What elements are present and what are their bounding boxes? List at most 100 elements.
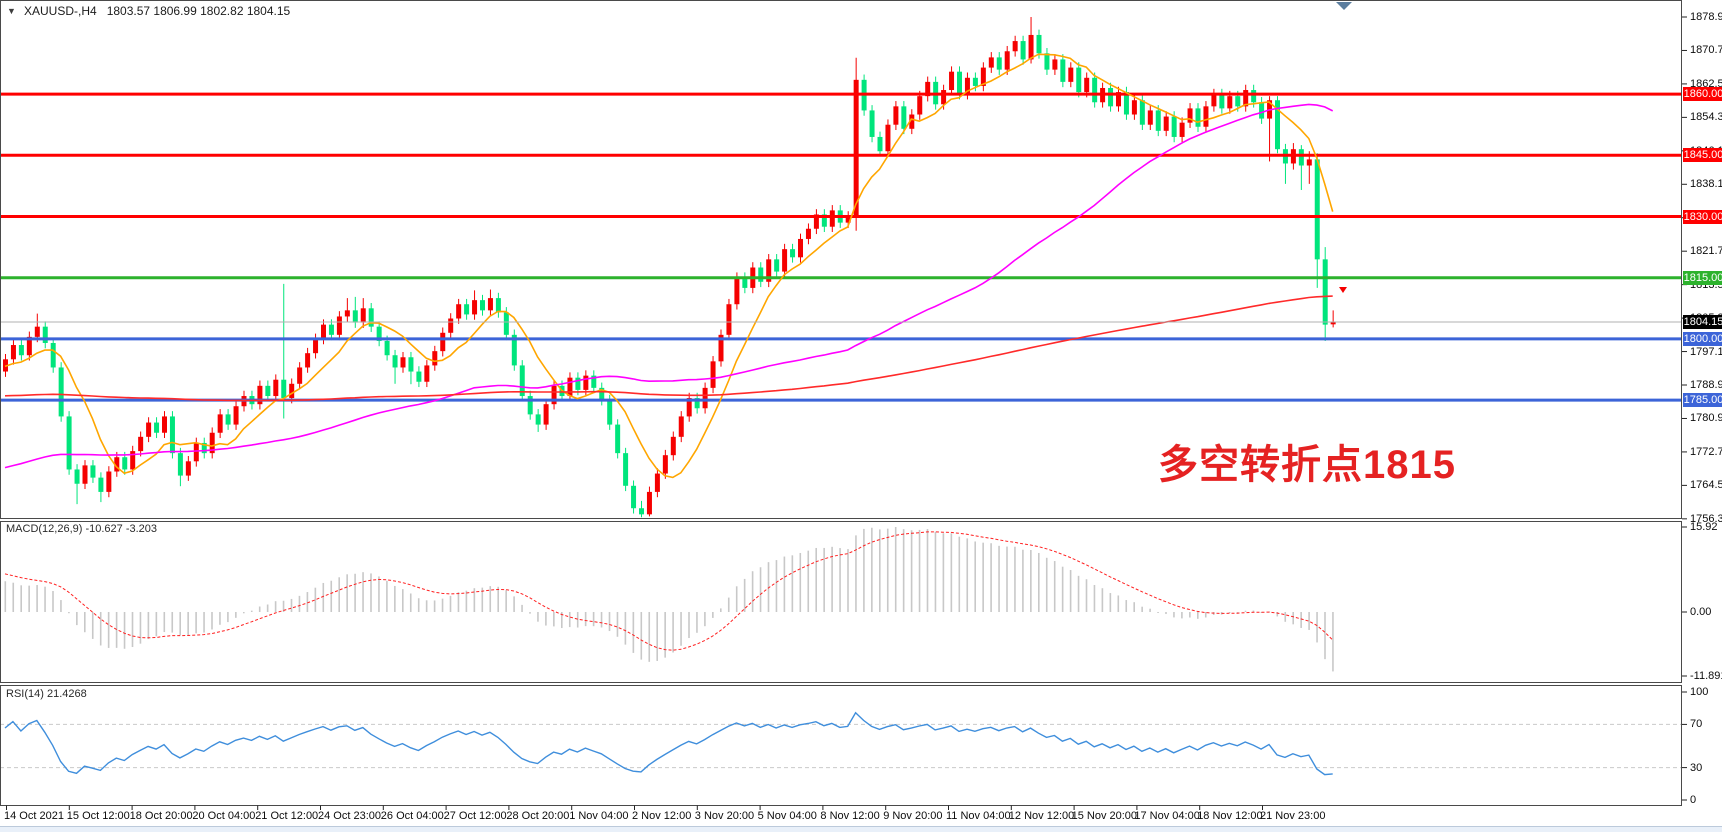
panel-borders xyxy=(0,0,1682,806)
symbol-dropdown-icon[interactable]: ▼ xyxy=(7,6,16,16)
macd-histogram-bar xyxy=(966,538,969,612)
candle-bull xyxy=(885,124,891,152)
panel-separator-macd[interactable] xyxy=(0,517,1682,523)
candle-bull xyxy=(321,324,326,339)
macd-histogram-bar xyxy=(584,612,587,627)
candle-bull xyxy=(805,228,811,239)
candle-bull xyxy=(949,71,955,91)
candle-bull xyxy=(1052,59,1058,70)
macd-histogram-bar xyxy=(696,612,698,633)
candle-bear xyxy=(1171,116,1177,137)
candle-bull xyxy=(130,451,136,470)
time-axis-label: 24 Oct 23:00 xyxy=(318,810,381,822)
candle-bear xyxy=(464,304,470,315)
macd-histogram-bar xyxy=(258,606,261,612)
macd-histogram-bar xyxy=(1053,561,1056,612)
macd-signal-line xyxy=(4,531,1334,651)
rsi-line xyxy=(4,711,1333,776)
candle-bull xyxy=(193,442,199,462)
macd-histogram-bar xyxy=(1093,584,1096,612)
candle-bear xyxy=(758,267,764,282)
macd-histogram-bar xyxy=(672,612,674,653)
candle-bear xyxy=(742,277,748,288)
macd-histogram-bar xyxy=(370,573,372,612)
macd-histogram-bar xyxy=(751,571,754,612)
candle-bear xyxy=(265,385,271,397)
main-chart-area[interactable] xyxy=(0,17,1682,518)
candle-bear xyxy=(1060,59,1066,82)
candle-bear xyxy=(154,422,160,433)
ma-fast-line xyxy=(4,53,1334,479)
axis-tick-marks xyxy=(6,16,1687,810)
macd-histogram-bar xyxy=(1292,612,1294,625)
candle-bear xyxy=(1044,53,1050,70)
macd-histogram-bar xyxy=(1316,612,1318,643)
macd-histogram-bar xyxy=(934,531,937,612)
price-axis-label: 1838.10 xyxy=(1690,178,1722,191)
candle-bear xyxy=(122,457,128,470)
macd-histogram-bar xyxy=(1252,610,1255,612)
macd-histogram-bar xyxy=(1061,566,1064,612)
chart-title: XAUUSD-,H4 1803.57 1806.99 1802.82 1804.1… xyxy=(24,4,290,18)
time-axis-label: 21 Nov 23:00 xyxy=(1260,810,1326,822)
macd-histogram-bar xyxy=(211,612,213,630)
rsi-label: RSI(14) 21.4268 xyxy=(6,688,87,700)
ma-mid-line xyxy=(4,103,1334,469)
macd-histogram-bar xyxy=(680,612,682,646)
candle-bear xyxy=(42,326,48,343)
chart-symbol-timeframe: XAUUSD-,H4 xyxy=(24,4,97,18)
candle-bear xyxy=(821,214,827,227)
time-axis-label: 2 Nov 12:00 xyxy=(632,810,692,822)
macd-histogram-bar xyxy=(1022,549,1024,612)
indicator-axis-label: 100 xyxy=(1690,686,1709,698)
macd-histogram-bar xyxy=(1101,588,1104,612)
candle-bear xyxy=(1195,108,1201,127)
candle-bull xyxy=(1179,122,1185,137)
scroll-to-end-icon[interactable] xyxy=(1336,2,1352,10)
price-axis-label: 1780.90 xyxy=(1690,412,1722,425)
candle-bull xyxy=(472,300,478,315)
macd-histogram-bar xyxy=(799,552,802,612)
candle-bull xyxy=(34,326,40,337)
indicator-axis-label: 15.92 xyxy=(1690,521,1718,533)
candle-bull xyxy=(702,387,708,409)
macd-histogram-bar xyxy=(894,527,897,612)
candle-bull xyxy=(432,351,438,366)
time-axis-label: 5 Nov 04:00 xyxy=(757,810,817,822)
price-axis-label: 1870.70 xyxy=(1690,44,1722,57)
candle-bear xyxy=(1020,41,1026,60)
macd-histogram-bar xyxy=(306,592,309,612)
macd-histogram-bar xyxy=(886,528,889,612)
candle-bull xyxy=(487,298,493,311)
candle-bull xyxy=(1243,90,1249,107)
macd-histogram-bar xyxy=(227,612,229,623)
indicator-axis-label: 0.00 xyxy=(1690,606,1712,618)
candle-bear xyxy=(74,469,80,484)
rsi-indicator-area[interactable] xyxy=(0,711,1682,776)
macd-histogram-bar xyxy=(974,541,976,612)
macd-indicator-area[interactable] xyxy=(4,527,1334,672)
macd-histogram-bar xyxy=(1109,593,1112,612)
candle-bull xyxy=(734,277,740,305)
macd-histogram-bar xyxy=(648,612,651,662)
macd-histogram-bar xyxy=(1085,579,1088,612)
macd-histogram-bar xyxy=(863,528,865,612)
candle-bull xyxy=(662,455,668,474)
macd-histogram-bar xyxy=(338,577,340,612)
candle-bear xyxy=(631,485,637,509)
panel-separator-rsi[interactable] xyxy=(0,681,1682,687)
macd-histogram-bar xyxy=(147,612,150,640)
candle-bear xyxy=(503,312,509,335)
macd-histogram-bar xyxy=(1236,612,1239,613)
macd-histogram-bar xyxy=(290,598,293,612)
macd-histogram-bar xyxy=(402,589,404,612)
candle-bear xyxy=(1139,100,1145,125)
candle-bull xyxy=(1211,94,1217,107)
status-strip xyxy=(0,826,1722,832)
candle-bull xyxy=(1163,116,1169,131)
candle-bull xyxy=(209,432,215,454)
macd-panel-frame xyxy=(0,521,1682,683)
macd-histogram-bar xyxy=(489,586,492,612)
time-axis-label: 21 Oct 12:00 xyxy=(255,810,319,822)
